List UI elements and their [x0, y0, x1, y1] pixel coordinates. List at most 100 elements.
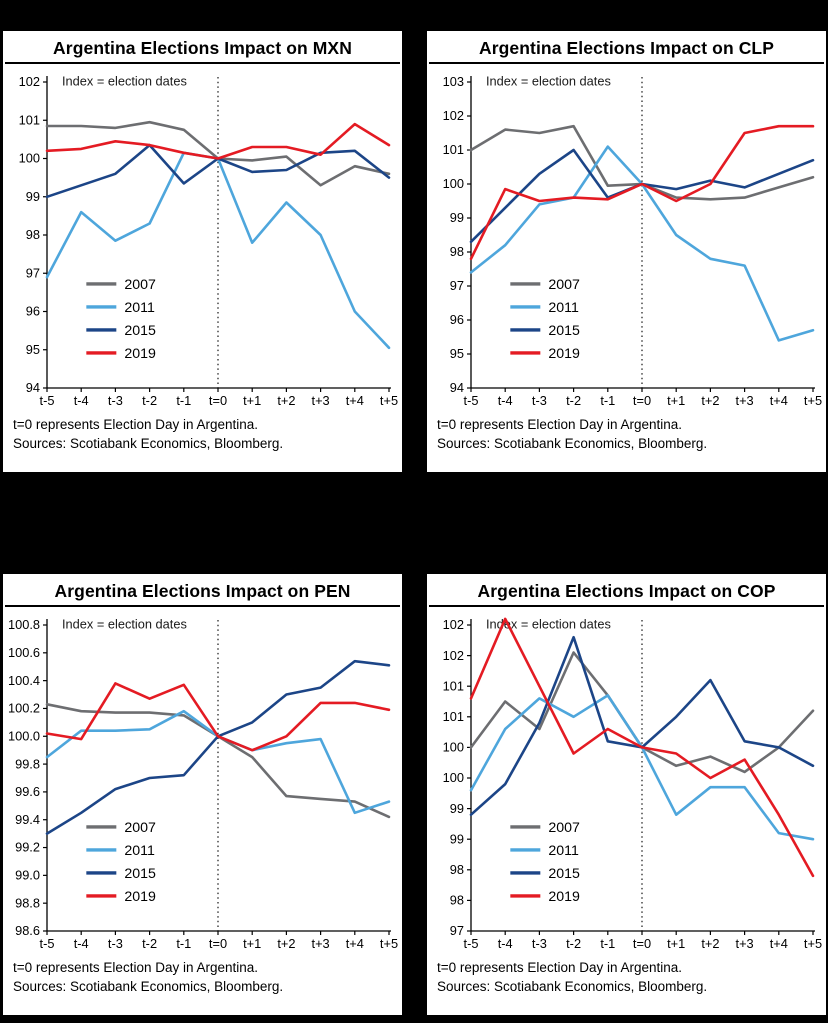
svg-text:t+1: t+1 — [243, 393, 261, 408]
svg-text:95: 95 — [26, 342, 40, 357]
chart-title-clp: Argentina Elections Impact on CLP — [429, 31, 824, 64]
svg-text:t-5: t-5 — [464, 936, 479, 951]
svg-text:97: 97 — [450, 923, 464, 938]
svg-text:2011: 2011 — [548, 843, 579, 859]
svg-text:100: 100 — [443, 176, 464, 191]
svg-text:t-3: t-3 — [532, 393, 547, 408]
svg-text:96: 96 — [26, 304, 40, 319]
svg-text:2015: 2015 — [124, 323, 156, 339]
svg-text:98: 98 — [450, 893, 464, 908]
chart-panel-clp: Argentina Elections Impact on CLP 103 102… — [427, 31, 826, 472]
svg-text:2019: 2019 — [548, 346, 580, 362]
svg-text:t-1: t-1 — [600, 393, 615, 408]
svg-text:100: 100 — [19, 151, 40, 166]
svg-text:99.8: 99.8 — [15, 756, 40, 771]
chart-title-pen: Argentina Elections Impact on PEN — [5, 574, 400, 607]
svg-text:t+5: t+5 — [804, 393, 822, 408]
svg-text:t=0: t=0 — [209, 936, 227, 951]
svg-text:t-5: t-5 — [40, 936, 55, 951]
svg-text:t-1: t-1 — [600, 936, 615, 951]
svg-text:t+2: t+2 — [277, 393, 295, 408]
svg-text:101: 101 — [19, 112, 40, 127]
line-chart-pen: 100.8 100.6 100.4 100.2 100.0 99.8 99.6 99.4 99.… — [8, 617, 398, 952]
chart-footnotes: t=0 represents Election Day in Argentina… — [427, 957, 826, 997]
svg-text:2011: 2011 — [124, 300, 155, 316]
svg-text:102: 102 — [19, 74, 40, 89]
svg-text:100.8: 100.8 — [8, 617, 40, 632]
svg-text:2015: 2015 — [548, 323, 580, 339]
svg-text:99.6: 99.6 — [15, 784, 40, 799]
chart-footnotes: t=0 represents Election Day in Argentina… — [427, 414, 826, 454]
svg-text:t-2: t-2 — [566, 936, 581, 951]
svg-text:100.6: 100.6 — [8, 645, 40, 660]
svg-text:99: 99 — [26, 189, 40, 204]
svg-text:99.4: 99.4 — [15, 812, 40, 827]
svg-text:103: 103 — [443, 74, 464, 89]
svg-text:98.6: 98.6 — [15, 923, 40, 938]
svg-text:t+1: t+1 — [243, 936, 261, 951]
svg-text:t+4: t+4 — [346, 393, 364, 408]
svg-text:t=0: t=0 — [633, 936, 651, 951]
chart-footnotes: t=0 represents Election Day in Argentina… — [3, 957, 402, 997]
svg-text:2007: 2007 — [124, 820, 156, 836]
svg-text:99.2: 99.2 — [15, 840, 40, 855]
footnote-sources: Sources: Scotiabank Economics, Bloomberg… — [13, 435, 284, 451]
svg-text:2019: 2019 — [124, 346, 156, 362]
svg-text:t+3: t+3 — [312, 393, 330, 408]
line-chart-cop: 102 102 101 101 100 100 99 99 98 98 97t-5 t-4 t-3 t-2… — [443, 617, 822, 952]
svg-text:t-3: t-3 — [108, 936, 123, 951]
svg-text:t+2: t+2 — [701, 393, 719, 408]
footnote-election-day: t=0 represents Election Day in Argentina… — [437, 417, 683, 432]
svg-text:94: 94 — [450, 380, 464, 395]
svg-text:95: 95 — [450, 346, 464, 361]
chart-title-cop: Argentina Elections Impact on COP — [429, 574, 824, 607]
chart-title-mxn: Argentina Elections Impact on MXN — [5, 31, 400, 64]
svg-text:t-1: t-1 — [176, 936, 191, 951]
svg-text:100.0: 100.0 — [8, 728, 40, 743]
svg-text:Index = election dates: Index = election dates — [62, 74, 187, 89]
chart-panel-mxn: Argentina Elections Impact on MXN 102 101… — [3, 31, 402, 472]
svg-text:Index = election dates: Index = election dates — [486, 74, 611, 89]
svg-text:t=0: t=0 — [209, 393, 227, 408]
svg-text:t-5: t-5 — [464, 393, 479, 408]
svg-text:2011: 2011 — [548, 300, 579, 316]
svg-text:2007: 2007 — [548, 820, 580, 836]
svg-text:t+4: t+4 — [346, 936, 364, 951]
svg-text:t-4: t-4 — [74, 936, 89, 951]
svg-text:99.0: 99.0 — [15, 868, 40, 883]
footnote-sources: Sources: Scotiabank Economics, Bloomberg… — [437, 978, 708, 994]
svg-text:2015: 2015 — [548, 866, 580, 882]
svg-text:t+4: t+4 — [770, 936, 788, 951]
svg-text:97: 97 — [26, 265, 40, 280]
line-chart-clp: 103 102 101 100 99 98 97 96 95 94t-5 t-4 t-3 t-2 t-1 t… — [443, 74, 822, 409]
svg-text:94: 94 — [26, 380, 40, 395]
line-chart-mxn: 102 101 100 99 98 97 96 95 94t-5 t-4 t-3 t-2 t-1 t=0 t… — [19, 74, 398, 409]
svg-text:t-4: t-4 — [498, 936, 513, 951]
footnote-election-day: t=0 represents Election Day in Argentina… — [13, 960, 259, 975]
svg-text:t-3: t-3 — [532, 936, 547, 951]
svg-text:t+2: t+2 — [701, 936, 719, 951]
svg-text:t+5: t+5 — [380, 936, 398, 951]
svg-text:t-4: t-4 — [74, 393, 89, 408]
footnote-election-day: t=0 represents Election Day in Argentina… — [13, 417, 259, 432]
chart-panel-cop: Argentina Elections Impact on COP 102 102… — [427, 574, 826, 1015]
svg-text:t+1: t+1 — [667, 393, 685, 408]
svg-text:98: 98 — [26, 227, 40, 242]
svg-text:98.8: 98.8 — [15, 895, 40, 910]
svg-text:102: 102 — [443, 108, 464, 123]
svg-text:t-2: t-2 — [142, 393, 157, 408]
svg-text:96: 96 — [450, 312, 464, 327]
svg-text:t=0: t=0 — [633, 393, 651, 408]
svg-text:t+5: t+5 — [804, 936, 822, 951]
svg-text:t-2: t-2 — [566, 393, 581, 408]
svg-text:t-2: t-2 — [142, 936, 157, 951]
svg-text:t+4: t+4 — [770, 393, 788, 408]
svg-text:100.4: 100.4 — [8, 673, 40, 688]
svg-text:Index = election dates: Index = election dates — [62, 617, 187, 632]
svg-text:Index = election dates: Index = election dates — [486, 617, 611, 632]
svg-text:2011: 2011 — [124, 843, 155, 859]
svg-text:t+1: t+1 — [667, 936, 685, 951]
svg-text:t+3: t+3 — [736, 936, 754, 951]
svg-text:2019: 2019 — [548, 889, 580, 905]
chart-footnotes: t=0 represents Election Day in Argentina… — [3, 414, 402, 454]
